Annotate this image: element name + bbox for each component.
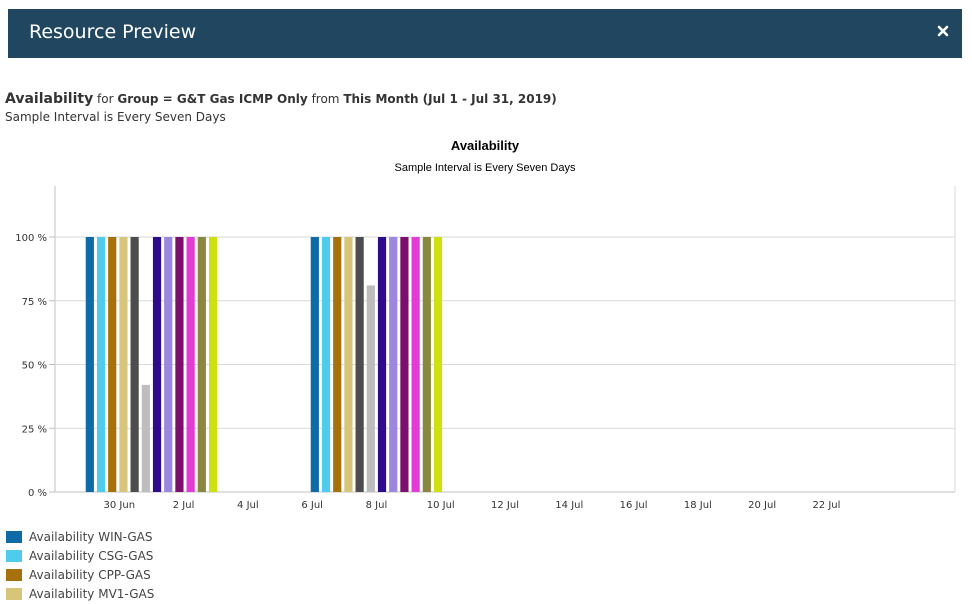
bar bbox=[164, 237, 173, 492]
x-tick-label: 14 Jul bbox=[555, 500, 583, 511]
x-tick-label: 4 Jul bbox=[237, 500, 259, 511]
bar bbox=[321, 237, 331, 492]
metric-name: Availability bbox=[5, 91, 94, 107]
from-text: from bbox=[311, 92, 340, 106]
legend-swatch bbox=[6, 549, 22, 562]
x-tick-label: 12 Jul bbox=[491, 500, 519, 511]
x-tick-label: 2 Jul bbox=[173, 500, 195, 511]
bar bbox=[344, 237, 353, 492]
x-tick-label: 10 Jul bbox=[427, 500, 455, 511]
bar bbox=[130, 237, 139, 492]
legend-label: Availability WIN-GAS bbox=[29, 529, 153, 544]
group-filter: Group = G&T Gas ICMP Only bbox=[117, 92, 308, 106]
x-tick-label: 16 Jul bbox=[620, 500, 648, 511]
x-tick-label: 18 Jul bbox=[684, 500, 712, 511]
x-tick-label: 22 Jul bbox=[812, 500, 840, 511]
bar bbox=[119, 237, 128, 492]
bar bbox=[333, 237, 342, 492]
y-tick-label: 0 % bbox=[28, 488, 47, 499]
x-tick-label: 6 Jul bbox=[301, 500, 323, 511]
legend-swatch bbox=[6, 587, 22, 600]
dialog-title: Resource Preview bbox=[29, 21, 197, 43]
bar bbox=[355, 237, 364, 492]
legend-item[interactable]: Availability MV1-GAS bbox=[6, 584, 154, 603]
legend-label: Availability MV1-GAS bbox=[29, 586, 155, 601]
y-tick-label: 100 % bbox=[15, 233, 47, 244]
report-summary: Availability for Group = G&T Gas ICMP On… bbox=[5, 91, 557, 107]
bar bbox=[186, 237, 195, 492]
bar bbox=[96, 237, 106, 492]
bar bbox=[108, 237, 117, 492]
y-tick-label: 50 % bbox=[22, 361, 47, 372]
x-tick-label: 20 Jul bbox=[748, 500, 776, 511]
bar bbox=[411, 237, 420, 492]
bar bbox=[310, 237, 319, 492]
legend-label: Availability CSG-GAS bbox=[29, 548, 154, 563]
bar bbox=[389, 237, 398, 492]
x-tick-label: 8 Jul bbox=[366, 500, 388, 511]
legend-item[interactable]: Availability CSG-GAS bbox=[6, 546, 154, 565]
bar bbox=[422, 237, 431, 492]
bar bbox=[377, 237, 387, 492]
chart-title: Availability bbox=[451, 138, 520, 153]
legend-swatch bbox=[6, 568, 22, 581]
close-icon[interactable] bbox=[936, 24, 950, 38]
availability-chart: Availability Sample Interval is Every Se… bbox=[15, 138, 956, 511]
bar bbox=[85, 237, 94, 492]
chart-subtitle: Sample Interval is Every Seven Days bbox=[395, 162, 576, 174]
bar bbox=[366, 285, 375, 492]
for-text: for bbox=[97, 92, 114, 106]
sample-interval-text: Sample Interval is Every Seven Days bbox=[5, 110, 226, 124]
bar bbox=[400, 237, 409, 492]
bar bbox=[152, 237, 162, 492]
y-tick-label: 25 % bbox=[22, 424, 47, 435]
y-tick-label: 75 % bbox=[22, 297, 47, 308]
x-tick-label: 30 Jun bbox=[104, 500, 136, 511]
bar bbox=[175, 237, 184, 492]
legend-item[interactable]: Availability CPP-GAS bbox=[6, 565, 154, 584]
legend-item[interactable]: Availability WIN-GAS bbox=[6, 527, 154, 546]
bar bbox=[197, 237, 206, 492]
chart-legend: Availability WIN-GAS Availability CSG-GAS… bbox=[6, 527, 154, 603]
time-period: This Month (Jul 1 - Jul 31, 2019) bbox=[343, 92, 557, 106]
legend-swatch bbox=[6, 530, 22, 543]
bar bbox=[208, 237, 218, 492]
dialog-titlebar: Resource Preview bbox=[8, 9, 962, 58]
legend-label: Availability CPP-GAS bbox=[29, 567, 151, 582]
bar bbox=[433, 237, 443, 492]
bar bbox=[141, 384, 150, 492]
